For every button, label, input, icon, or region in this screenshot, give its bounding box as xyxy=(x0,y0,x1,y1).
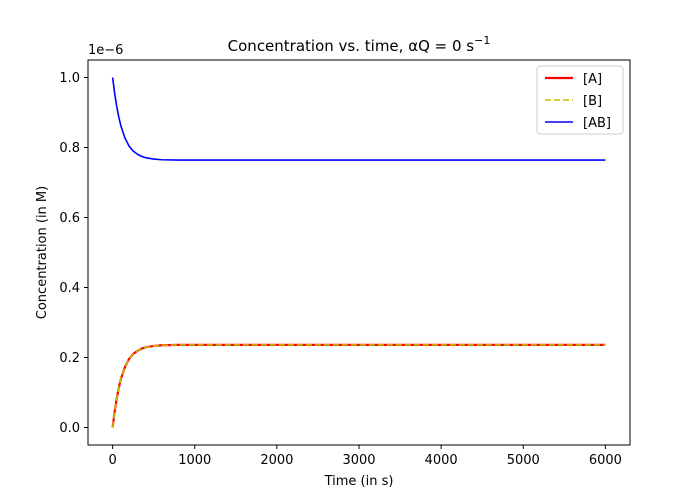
legend-label-1: [A] xyxy=(583,72,602,87)
y-tick-label: 0.2 xyxy=(59,351,80,366)
legend-box xyxy=(536,65,624,135)
x-tick-label: 2000 xyxy=(260,453,293,468)
x-tick-label: 4000 xyxy=(425,453,458,468)
y-tick-label: 0.4 xyxy=(59,281,80,296)
series-line-3 xyxy=(111,77,606,161)
legend-label-2: [B] xyxy=(583,94,602,109)
y-tick-label: 1.0 xyxy=(59,71,80,86)
x-tick-label: 6000 xyxy=(589,453,622,468)
legend-label-3: [AB] xyxy=(583,116,611,131)
y-offset-label: 1e−6 xyxy=(88,43,123,58)
plot-area: 0 1000 2000 3000 4000 5000 6000 0.0 0.2 0.4 0.6 0.8… xyxy=(35,34,631,489)
y-tick-label: 0.8 xyxy=(59,141,80,156)
y-tick-label: 0.6 xyxy=(59,211,80,226)
x-tick-label: 3000 xyxy=(342,453,375,468)
y-axis-label: Concentration (in M) xyxy=(35,186,50,319)
x-tick-label: 0 xyxy=(108,453,116,468)
chart-title: Concentration vs. time, αQ = 0 s−1 xyxy=(228,34,491,55)
x-tick-label: 1000 xyxy=(178,453,211,468)
x-tick-label: 5000 xyxy=(507,453,540,468)
x-axis-label: Time (in s) xyxy=(324,474,394,489)
series-line-2 xyxy=(111,344,606,428)
y-tick-label: 0.0 xyxy=(59,421,80,436)
